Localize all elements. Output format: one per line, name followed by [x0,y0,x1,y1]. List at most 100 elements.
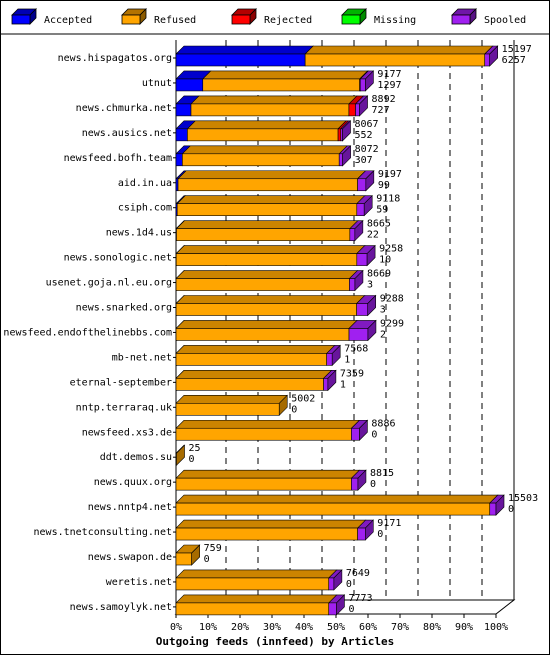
bar-segment-side [359,419,368,441]
bar-segment-top [175,245,366,254]
x-tick-label: 100% [484,622,508,633]
bar-segment-side [176,444,185,466]
category-label: news.hispagatos.org [58,53,172,64]
bar-accepted-label: 3 [380,305,386,316]
bar-total-label: 9258 [379,244,403,255]
bar-segment [175,378,324,391]
bar-segment-side [354,219,364,242]
legend-label: Rejected [264,15,312,26]
bar-segment [175,502,491,516]
bar-segment [484,53,490,67]
bar-segment-top [175,394,288,404]
bar-segment [175,328,350,341]
x-tick-label: 30% [263,622,281,633]
bar-segment [175,303,357,316]
bar-total-label: 5002 [291,393,315,404]
bar-segment [348,328,369,341]
bar-accepted-label: 6257 [502,55,526,66]
category-label: newsfeed.xs3.de [82,427,172,438]
category-label: news.sonologic.net [64,253,172,264]
bar-total-label: 8072 [355,144,379,155]
bar-segment [351,477,359,491]
bar-segment [175,53,306,67]
category-label: aid.in.ua [118,178,172,189]
bar-accepted-label: 99 [378,180,390,191]
bar-total-label: 8815 [370,468,394,479]
bar-accepted-label: 59 [376,205,388,216]
bar-segment [349,228,356,241]
category-label: news.ausics.net [82,128,172,139]
x-tick-label: 0% [170,622,182,633]
bar-total-label: 9118 [376,194,400,205]
bar-segment-side [367,294,377,317]
bar-segment-side [333,569,343,591]
bar-segment [175,577,330,591]
bar-segment [175,128,188,142]
category-label: utnut [142,78,172,89]
bar-accepted-label: 1 [340,379,346,390]
x-tick-label: 50% [327,622,345,633]
bar-segment-side [336,594,345,616]
bar-segment [175,278,350,291]
bar-segment-side [489,45,498,67]
bar-segment-side [327,369,337,392]
x-tick-label: 10% [199,622,217,633]
bar-segment [175,477,352,491]
category-label: news.1d4.us [106,228,172,239]
bar-segment-top [175,494,499,504]
bar-segment-side [191,544,200,566]
bar-segment-top [175,270,359,279]
bar-segment-side [354,269,364,292]
bar-segment [357,527,366,541]
bar-total-label: 8665 [367,219,391,230]
bar-segment [190,103,350,117]
bar-segment [351,427,360,441]
bar-segment-side [365,170,375,192]
bar-segment-top [181,145,348,155]
bar-accepted-label: 552 [355,130,373,141]
bar-segment-top [175,419,361,429]
bar-segment-side [331,344,341,367]
bar-segment [323,378,329,391]
category-label: news.snarked.org [76,303,172,314]
bar-segment [175,253,358,266]
bar-accepted-label: 0 [348,604,354,615]
bar-segment-top [175,594,338,604]
bar-accepted-label: 3 [367,280,373,291]
bar-segment [175,552,192,566]
bar-segment [328,577,335,591]
bar-accepted-label: 0 [508,504,514,515]
bar-accepted-label: 0 [370,479,376,490]
bar-segment [337,128,342,142]
category-label: news.chmurka.net [76,103,172,114]
bar-segment-top [175,370,333,379]
bar-segment-side [357,469,367,491]
x-tick-label: 90% [455,622,473,633]
bar-segment [175,602,330,616]
bar-segment [489,502,497,516]
bar-segment-top [175,519,367,529]
legend-swatch [341,14,361,25]
bar-segment-side [365,519,374,541]
bar-segment-top [175,45,314,55]
bar-accepted-label: 2 [380,329,386,340]
bar-segment [356,303,369,316]
bar-segment [182,153,340,167]
x-tick-label: 40% [295,622,313,633]
bar-total-label: 759 [204,543,222,554]
bar-segment [175,353,328,366]
category-label: news.swapon.de [88,552,172,563]
bar-segment [349,278,356,291]
bar-total-label: 9288 [380,294,404,305]
bar-segment [326,353,333,366]
bar-total-label: 9197 [378,169,402,180]
bar-accepted-label: 0 [346,579,352,590]
bar-segment-side [342,120,351,142]
bar-total-label: 8669 [367,269,391,280]
chart-title: Outgoing feeds (innfeed) by Articles [156,635,394,648]
bar-total-label: 7773 [348,593,372,604]
bar-segment-top [175,469,361,479]
category-label: newsfeed.bofh.team [64,153,172,164]
bar-segment [175,402,280,416]
